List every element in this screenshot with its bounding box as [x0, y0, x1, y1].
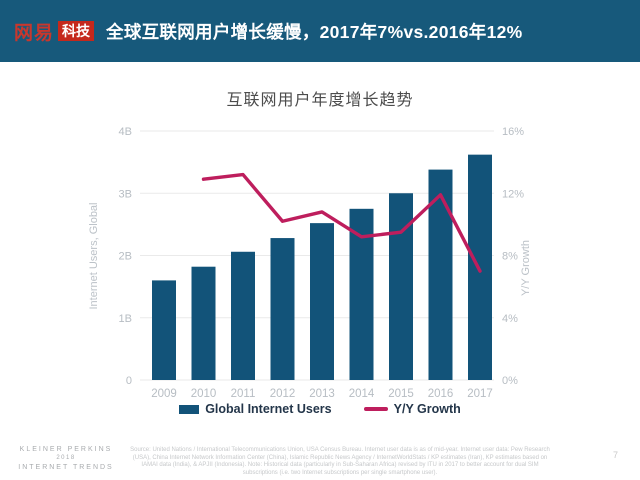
- brand-line-1: KLEINER PERKINS: [19, 446, 113, 453]
- svg-text:4B: 4B: [119, 126, 132, 138]
- svg-text:2010: 2010: [191, 388, 217, 400]
- svg-text:Internet Users, Global: Internet Users, Global: [88, 203, 100, 310]
- svg-text:1B: 1B: [119, 313, 132, 325]
- svg-text:2012: 2012: [270, 388, 296, 400]
- svg-text:4%: 4%: [502, 313, 518, 325]
- svg-text:2013: 2013: [309, 388, 335, 400]
- svg-text:2016: 2016: [428, 388, 454, 400]
- svg-text:2015: 2015: [388, 388, 414, 400]
- netease-tech-logo: 网易 科技: [14, 18, 95, 45]
- svg-text:2009: 2009: [151, 388, 177, 400]
- kleiner-perkins-brand: KLEINER PERKINS 2018 INTERNET TRENDS: [6, 445, 126, 472]
- svg-text:2014: 2014: [349, 388, 375, 400]
- svg-text:12%: 12%: [502, 188, 524, 200]
- svg-text:2017: 2017: [467, 388, 493, 400]
- brand-line-2: 2018: [56, 455, 76, 461]
- svg-text:2011: 2011: [231, 388, 256, 400]
- header-bar: 网易 科技 全球互联网用户增长缓慢，2017年7%vs.2016年12%: [0, 0, 640, 62]
- legend-label-line: Y/Y Growth: [393, 402, 461, 416]
- svg-text:Y/Y Growth: Y/Y Growth: [520, 240, 532, 296]
- chart-svg: 0 0% 1B 4% 2B 8% 3B 12% 4B 16% 2009 2010 2011 2012 201…: [88, 126, 532, 400]
- chart-legend: Global Internet Users Y/Y Growth: [0, 402, 640, 416]
- brand-line-3: INTERNET TRENDS: [18, 464, 114, 471]
- svg-text:16%: 16%: [502, 126, 524, 138]
- legend-item-bars: Global Internet Users: [179, 402, 332, 416]
- svg-text:2B: 2B: [119, 251, 132, 263]
- netease-logo-text: 网易: [14, 22, 55, 44]
- svg-text:8%: 8%: [502, 251, 518, 263]
- bar-swatch: [179, 404, 200, 414]
- line-swatch: [363, 407, 388, 411]
- svg-text:3B: 3B: [119, 188, 132, 200]
- legend-item-line: Y/Y Growth: [363, 402, 461, 416]
- legend-label-bars: Global Internet Users: [205, 402, 332, 416]
- chart-title: 互联网用户年度增长趋势: [226, 92, 414, 109]
- page-number: 7: [612, 450, 618, 460]
- svg-text:0: 0: [126, 375, 132, 387]
- article-title: 全球互联网用户增长缓慢，2017年7%vs.2016年12%: [106, 21, 523, 42]
- svg-text:0%: 0%: [502, 375, 518, 387]
- tech-logo-badge: 科技: [58, 21, 95, 41]
- source-note: Source: United Nations / International T…: [130, 447, 550, 476]
